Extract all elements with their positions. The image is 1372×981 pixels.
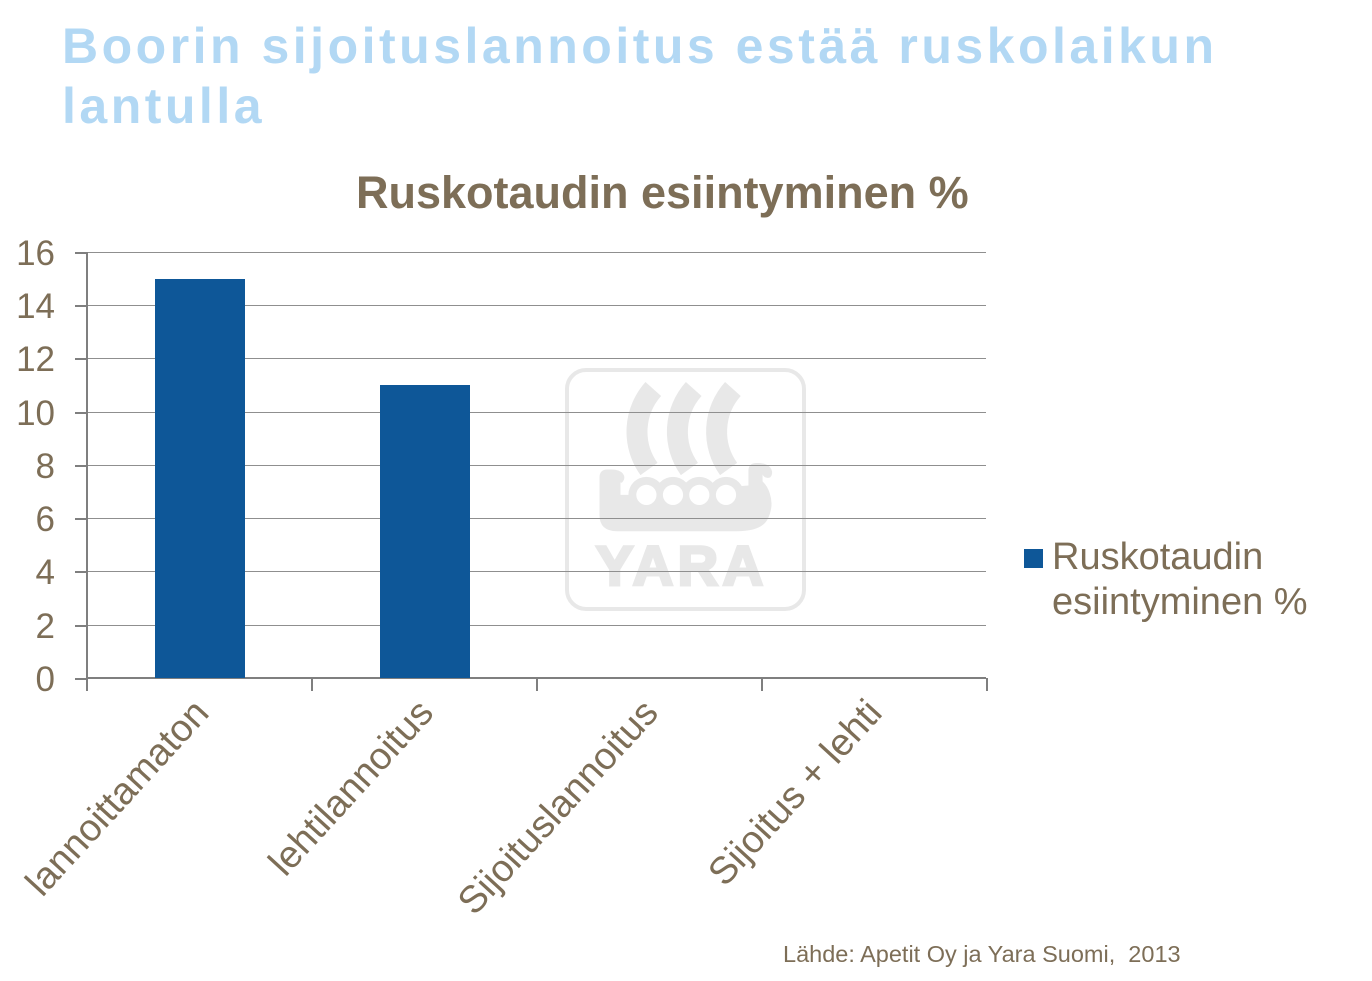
svg-text:YARA: YARA bbox=[596, 534, 768, 597]
